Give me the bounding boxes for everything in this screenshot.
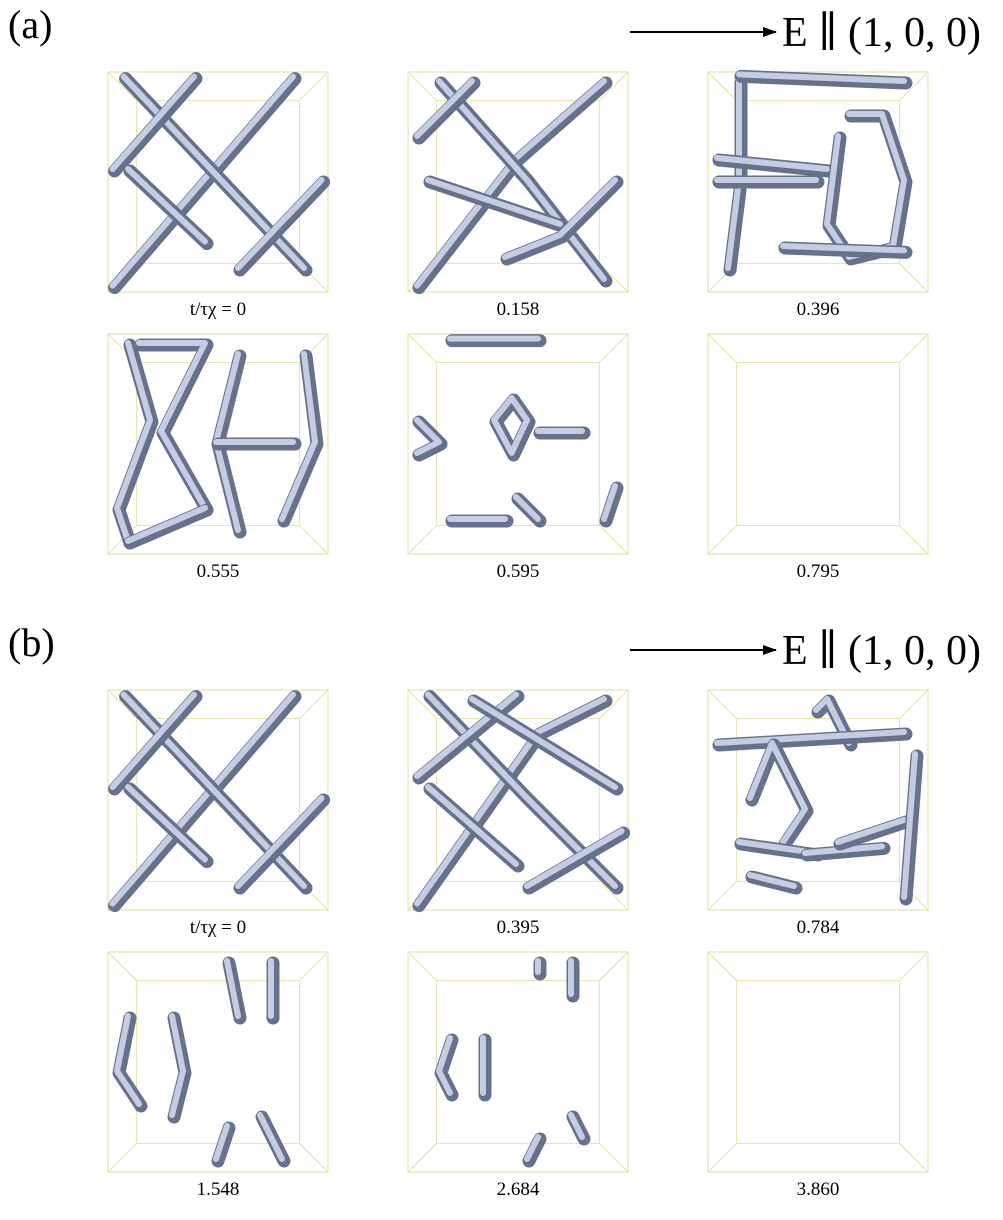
box-edge: [899, 525, 928, 554]
frame: 1.548: [108, 952, 328, 1200]
frame-caption: 0.795: [797, 561, 840, 582]
box-edge: [299, 952, 328, 981]
frame-caption: t/τχ = 0: [190, 299, 246, 320]
frame-caption: 0.595: [497, 561, 540, 582]
box-outer: [708, 690, 928, 910]
panel: (b) E ∥ (1, 0, 0) t/τχ = 0 0.395 0.784 1.548 2…: [8, 620, 981, 1200]
box-edge: [599, 334, 628, 363]
box-edge: [408, 334, 437, 363]
box-edge: [708, 881, 737, 910]
panel-label: (b): [8, 620, 55, 665]
frame: 0.395: [408, 690, 628, 938]
field-label: E ∥ (1, 0, 0): [782, 10, 981, 56]
frame-caption: 0.158: [497, 299, 540, 320]
panel: (a) E ∥ (1, 0, 0) t/τχ = 0 0.158 0.396 0.555 0…: [8, 2, 981, 582]
vortex-tube-highlight: [238, 798, 322, 886]
frame-caption: 0.395: [497, 917, 540, 938]
box-inner: [737, 363, 900, 526]
box-edge: [299, 72, 328, 101]
page: (a) E ∥ (1, 0, 0) t/τχ = 0 0.158 0.396 0.555 0…: [0, 0, 1003, 1220]
panel-label: (a): [8, 2, 52, 47]
box-edge: [899, 690, 928, 719]
box-edge: [708, 72, 737, 101]
figure: (a) E ∥ (1, 0, 0) t/τχ = 0 0.158 0.396 0.555 0…: [0, 0, 1003, 1220]
box-edge: [708, 690, 737, 719]
frame: 0.158: [408, 72, 628, 320]
box-edge: [108, 952, 137, 981]
frame-caption: 3.860: [797, 1179, 840, 1200]
frame-caption: 0.555: [197, 561, 240, 582]
frame: 0.555: [108, 334, 328, 582]
box-edge: [599, 952, 628, 981]
vortex-tube-highlight: [113, 695, 194, 787]
box-inner: [737, 981, 900, 1144]
box-edge: [599, 1143, 628, 1172]
box-edge: [599, 525, 628, 554]
box-edge: [408, 952, 437, 981]
frame-caption: 0.784: [797, 917, 840, 938]
box-edge: [708, 952, 737, 981]
frame-caption: 0.396: [797, 299, 840, 320]
box-edge: [408, 72, 437, 101]
box-edge: [708, 525, 737, 554]
frame: 0.595: [408, 334, 628, 582]
frame-caption: t/τχ = 0: [190, 917, 246, 938]
frame: 0.396: [708, 72, 928, 320]
box-edge: [708, 334, 737, 363]
box-outer: [108, 952, 328, 1172]
frame-caption: 1.548: [197, 1179, 240, 1200]
frame: 3.860: [708, 952, 928, 1200]
field-label: E ∥ (1, 0, 0): [782, 628, 981, 674]
frame: 2.684: [408, 952, 628, 1200]
vortex-tube-highlight: [128, 508, 205, 541]
box-edge: [899, 952, 928, 981]
box-edge: [299, 525, 328, 554]
box-outer: [708, 952, 928, 1172]
frame-caption: 2.684: [497, 1179, 540, 1200]
box-edge: [899, 1143, 928, 1172]
vortex-tube-highlight: [113, 77, 194, 169]
vortex-tube-highlight: [428, 787, 516, 864]
frame: 0.795: [708, 334, 928, 582]
box-edge: [299, 1143, 328, 1172]
box-edge: [408, 525, 437, 554]
frame: 0.784: [708, 690, 928, 938]
frame: t/τχ = 0: [108, 690, 328, 938]
box-edge: [708, 1143, 737, 1172]
box-edge: [899, 334, 928, 363]
box-edge: [408, 1143, 437, 1172]
box-outer: [708, 334, 928, 554]
box-edge: [899, 263, 928, 292]
box-edge: [108, 1143, 137, 1172]
box-edge: [299, 690, 328, 719]
frame: t/τχ = 0: [108, 72, 328, 320]
vortex-tube-highlight: [238, 180, 322, 268]
